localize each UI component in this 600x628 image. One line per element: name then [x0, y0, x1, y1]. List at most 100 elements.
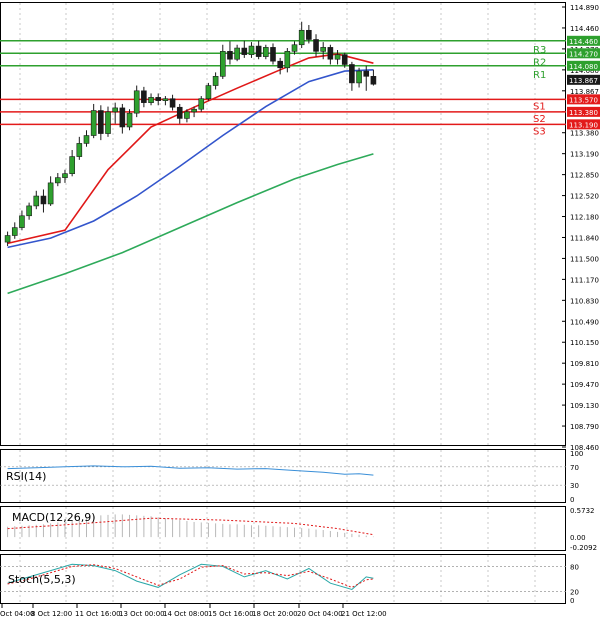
rsi-label: RSI(14) [6, 470, 46, 483]
candle-body [191, 108, 197, 113]
candle-body [298, 29, 305, 46]
candle-body [198, 98, 205, 110]
candle-body [184, 111, 190, 119]
candle-body [306, 29, 312, 40]
stoch-d-line [7, 564, 374, 588]
price-tick-label: 113.867 [570, 88, 599, 96]
level-price-label-s1: 113.570 [569, 96, 598, 104]
rsi-tick-label: 100 [570, 450, 583, 458]
price-tick-label: 109.810 [570, 360, 599, 368]
candle-body [313, 39, 319, 52]
stoch-tick-label: 0 [570, 597, 574, 605]
candle-body [112, 107, 118, 113]
candle-body [4, 235, 11, 243]
stoch-panel [0, 554, 566, 604]
level-price-box-s2 [567, 106, 600, 117]
candle-body [133, 90, 140, 114]
stoch-label: Stoch(5,5,3) [8, 573, 76, 586]
candle-body [26, 205, 32, 217]
level-price-box-r1 [567, 60, 600, 71]
level-price-box-s3 [567, 119, 600, 130]
candle-body [241, 47, 248, 55]
price-tick-label: 114.080 [570, 67, 599, 75]
candle-body [47, 182, 54, 205]
candle-body [105, 111, 111, 134]
level-name-s1: S1 [533, 101, 546, 112]
candle-body [219, 51, 226, 77]
price-tick-label: 113.190 [570, 151, 599, 159]
candle-body [284, 51, 291, 69]
rsi-tick-label: 70 [570, 464, 579, 472]
candle-body [227, 51, 233, 60]
candle-body [126, 112, 133, 128]
rsi-tick-label: 30 [570, 482, 579, 490]
price-tick-label: 111.840 [570, 234, 599, 242]
level-price-label-r2: 114.270 [569, 50, 598, 58]
level-price-label-r1: 114.080 [569, 63, 598, 71]
price-tick-label: 113.380 [570, 130, 599, 138]
time-tick-label: 13 Oct 00:00 [119, 610, 165, 618]
candle-body [356, 70, 362, 84]
price-tick-label: 108.460 [570, 444, 599, 452]
level-price-box-r2 [567, 48, 600, 59]
candle-body [255, 45, 262, 57]
level-name-r3: R3 [533, 45, 546, 56]
candle-body [349, 64, 355, 84]
price-tick-label: 112.850 [570, 172, 599, 180]
candle-body [98, 110, 104, 134]
level-price-box-r3 [567, 35, 600, 46]
level-name-r1: R1 [533, 70, 546, 81]
macd-panel [0, 506, 566, 551]
price-tick-label: 111.500 [570, 255, 599, 263]
candle-body [11, 227, 18, 236]
price-tick-label: 110.830 [570, 297, 599, 305]
time-tick-label: 20 Oct 04:00 [297, 610, 343, 618]
time-tick-label: 14 Oct 08:00 [163, 610, 209, 618]
price-tick-label: 108.790 [570, 423, 599, 431]
time-tick-label: 11 Oct 16:00 [75, 610, 121, 618]
price-tick-label: 110.490 [570, 318, 599, 326]
candle-body [119, 107, 126, 128]
price-tick-label: 110.150 [570, 339, 599, 347]
candle-body [320, 47, 327, 52]
current-price-label: 113.867 [569, 77, 598, 85]
candle-body [76, 143, 83, 157]
candle-body [40, 195, 47, 205]
time-tick-label: Oct 04:00 [0, 610, 35, 618]
candle-body [54, 177, 61, 184]
time-tick-label: 8 Oct 12:00 [31, 610, 72, 618]
macd-tick-label: 0.00 [570, 534, 586, 542]
price-tick-label: 111.170 [570, 276, 599, 284]
price-tick-label: 114.460 [570, 25, 599, 33]
current-price-box [567, 74, 600, 85]
price-tick-label: 109.130 [570, 402, 599, 410]
candle-body [69, 156, 75, 174]
candle-body [270, 47, 276, 62]
candle-body [83, 135, 90, 144]
stoch-k-line [7, 563, 374, 591]
time-tick-label: 15 Oct 16:00 [208, 610, 254, 618]
macd-tick-label: -0.2092 [570, 544, 597, 552]
level-price-box-s1 [567, 94, 600, 105]
time-tick-label: 18 Oct 20:00 [252, 610, 298, 618]
candle-body [212, 76, 219, 86]
candle-body [19, 215, 25, 228]
stoch-tick-label: 80 [570, 563, 579, 571]
level-name-s2: S2 [533, 114, 546, 125]
level-name-r2: R2 [533, 57, 546, 68]
candle-body [162, 98, 169, 101]
level-price-label-r3: 114.460 [569, 38, 598, 46]
macd-tick-label: 0.5732 [570, 507, 595, 515]
candle-body [370, 76, 377, 85]
candle-body [62, 173, 68, 178]
ma-line-green [7, 153, 374, 295]
price-tick-label: 112.520 [570, 193, 599, 201]
rsi-panel [0, 449, 566, 503]
candle-body [205, 85, 212, 99]
candle-body [141, 90, 147, 103]
candle-body [334, 54, 341, 60]
candle-body [248, 45, 255, 55]
candle-body [341, 54, 348, 65]
price-tick-label: 114.890 [570, 4, 599, 12]
